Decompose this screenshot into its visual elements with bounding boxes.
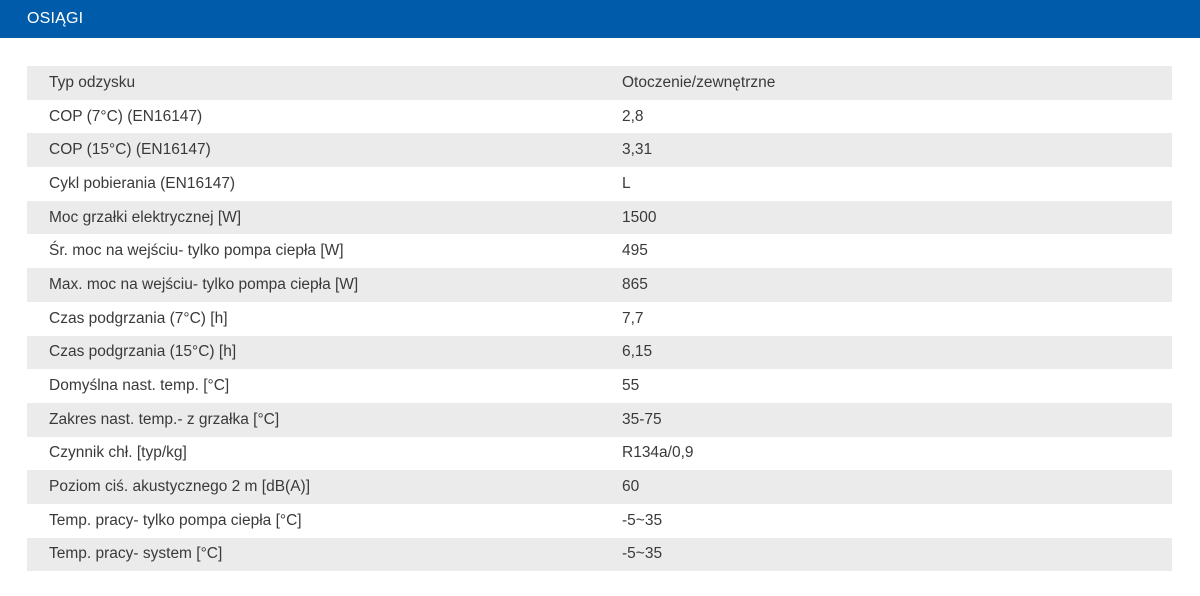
table-row: Czynnik chł. [typ/kg] R134a/0,9 [27, 436, 1172, 471]
row-value: Otoczenie/zewnętrzne [622, 73, 776, 91]
section-header: OSIĄGI [0, 0, 1200, 38]
row-label: Czas podgrzania (15°C) [h] [49, 343, 237, 361]
row-value: -5~35 [622, 545, 663, 563]
row-value: 55 [622, 377, 640, 395]
row-value: 865 [622, 275, 648, 293]
table-row: Zakres nast. temp.- z grzałka [°C] 35-75 [27, 402, 1172, 437]
row-value: 60 [622, 478, 640, 496]
row-value: R134a/0,9 [622, 444, 694, 462]
row-label: COP (15°C) (EN16147) [49, 141, 211, 159]
table-row: Cykl pobierania (EN16147) L [27, 167, 1172, 201]
section-title: OSIĄGI [27, 10, 84, 27]
row-value: 7,7 [622, 309, 644, 327]
table-row: Domyślna nast. temp. [°C] 55 [27, 369, 1172, 403]
table-row: COP (7°C) (EN16147) 2,8 [27, 99, 1172, 134]
row-value: 6,15 [622, 343, 653, 361]
table-row: Temp. pracy- tylko pompa ciepła [°C] -5~… [27, 503, 1172, 538]
specifications-table: Typ odzysku Otoczenie/zewnętrzne COP (7°… [27, 66, 1172, 572]
table-row: COP (15°C) (EN16147) 3,31 [27, 133, 1172, 168]
row-value: L [622, 174, 631, 192]
row-label: Temp. pracy- system [°C] [49, 545, 223, 563]
table-row: Czas podgrzania (7°C) [h] 7,7 [27, 301, 1172, 336]
row-label: Max. moc na wejściu- tylko pompa ciepła … [49, 275, 359, 293]
specifications-table-body: Typ odzysku Otoczenie/zewnętrzne COP (7°… [27, 66, 1172, 572]
row-label: Moc grzałki elektrycznej [W] [49, 208, 242, 226]
row-label: Zakres nast. temp.- z grzałka [°C] [49, 410, 280, 428]
table-row: Czas podgrzania (15°C) [h] 6,15 [27, 335, 1172, 370]
row-label: Czas podgrzania (7°C) [h] [49, 309, 228, 327]
row-label: Cykl pobierania (EN16147) [49, 174, 236, 192]
row-value: -5~35 [622, 511, 663, 529]
row-label: Temp. pracy- tylko pompa ciepła [°C] [49, 511, 302, 529]
table-row: Poziom ciś. akustycznego 2 m [dB(A)] 60 [27, 470, 1172, 504]
row-label: Śr. moc na wejściu- tylko pompa ciepła [… [49, 242, 344, 260]
table-row: Temp. pracy- system [°C] -5~35 [27, 537, 1172, 572]
row-label: Typ odzysku [49, 73, 136, 91]
table-row: Typ odzysku Otoczenie/zewnętrzne [27, 66, 1172, 100]
table-row: Śr. moc na wejściu- tylko pompa ciepła [… [27, 234, 1172, 269]
row-label: Poziom ciś. akustycznego 2 m [dB(A)] [49, 478, 311, 496]
table-row: Moc grzałki elektrycznej [W] 1500 [27, 200, 1172, 235]
row-label: COP (7°C) (EN16147) [49, 107, 203, 125]
row-value: 35-75 [622, 410, 662, 428]
row-value: 2,8 [622, 107, 644, 125]
table-row: Max. moc na wejściu- tylko pompa ciepła … [27, 268, 1172, 302]
row-value: 3,31 [622, 141, 653, 159]
row-label: Czynnik chł. [typ/kg] [49, 444, 187, 462]
row-value: 1500 [622, 208, 657, 226]
row-value: 495 [622, 242, 648, 260]
row-label: Domyślna nast. temp. [°C] [49, 377, 230, 395]
